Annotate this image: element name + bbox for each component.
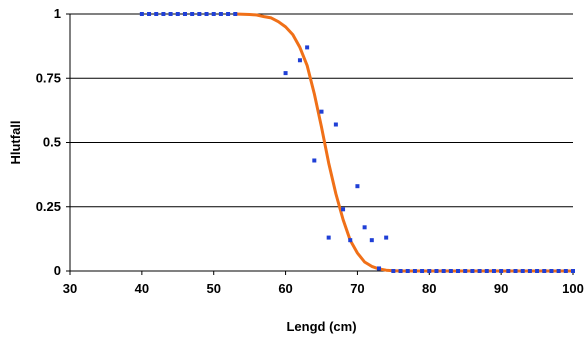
x-tick-label: 50 (206, 281, 220, 296)
data-point (305, 45, 310, 50)
data-point (161, 12, 166, 16)
data-point (197, 12, 202, 16)
data-point (297, 58, 302, 63)
data-point (491, 269, 496, 273)
y-tick-label: 0 (54, 263, 61, 278)
y-tick-label: 0.75 (36, 70, 61, 85)
data-point (563, 269, 568, 273)
data-point (441, 269, 446, 273)
data-point (326, 235, 331, 240)
data-points (139, 12, 575, 273)
data-point (376, 266, 381, 271)
x-tick-label: 70 (350, 281, 364, 296)
data-point (434, 269, 439, 273)
data-point (535, 269, 540, 273)
data-point (527, 269, 532, 273)
fitted-curve-line (233, 12, 575, 273)
data-point (398, 269, 403, 273)
data-point (182, 12, 187, 16)
x-tick-label: 60 (278, 281, 292, 296)
data-point (175, 12, 180, 16)
data-point (355, 184, 360, 189)
data-point (456, 269, 461, 273)
data-point (391, 269, 396, 273)
data-point (571, 269, 575, 273)
y-tick-label: 1 (54, 6, 61, 21)
data-point (470, 269, 475, 273)
data-point (139, 12, 144, 16)
data-point (211, 12, 216, 16)
y-tick-label: 0.25 (36, 199, 61, 214)
data-point (341, 207, 346, 212)
data-point (369, 238, 374, 243)
data-point (477, 269, 482, 273)
grid (70, 13, 573, 208)
data-point (154, 12, 159, 16)
data-point (333, 122, 338, 127)
data-point (499, 269, 504, 273)
data-point (204, 12, 209, 16)
x-tick-label: 40 (135, 281, 149, 296)
data-point (412, 269, 417, 273)
data-point (549, 269, 554, 273)
data-point (312, 158, 317, 163)
data-point (506, 269, 511, 273)
data-point (448, 269, 453, 273)
data-point (463, 269, 468, 273)
data-point (513, 269, 518, 273)
data-point (420, 269, 425, 273)
data-point (226, 12, 231, 16)
data-point (556, 269, 561, 273)
x-tick-label: 100 (562, 281, 584, 296)
axes (66, 13, 574, 275)
data-point (427, 269, 432, 273)
data-point (218, 12, 223, 16)
x-tick-label: 30 (63, 281, 77, 296)
data-point (283, 71, 288, 76)
tick-labels: 0 0.25 0.5 0.75 1 30 40 50 60 70 80 90 100 (36, 6, 584, 296)
x-axis-title: Lengd (cm) (286, 319, 356, 334)
x-tick-label: 90 (494, 281, 508, 296)
data-point (319, 109, 324, 114)
y-tick-label: 0.5 (43, 135, 61, 150)
y-axis-title: Hlutfall (8, 120, 23, 164)
data-point (147, 12, 152, 16)
data-point (484, 269, 489, 273)
data-point (405, 269, 410, 273)
data-point (520, 269, 525, 273)
data-point (168, 12, 173, 16)
data-point (542, 269, 547, 273)
data-point (190, 12, 195, 16)
fitted-curve (233, 12, 575, 273)
data-point (362, 225, 367, 230)
data-point (348, 238, 353, 243)
x-tick-label: 80 (422, 281, 436, 296)
data-point (233, 12, 238, 16)
data-point (384, 235, 389, 240)
